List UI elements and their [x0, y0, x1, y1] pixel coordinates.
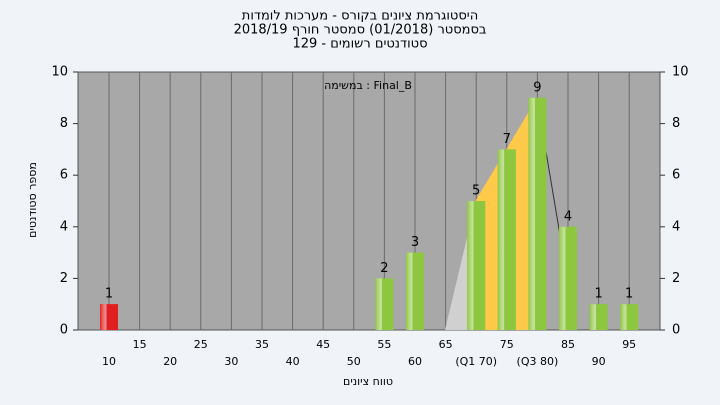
x-tick-label: 45	[316, 338, 330, 351]
value-label: 3	[411, 235, 419, 250]
x-tick-label: 55	[377, 338, 391, 351]
y2-tick-label: 0	[672, 323, 680, 338]
bar	[528, 97, 547, 330]
y2-tick-label: 4	[672, 219, 680, 234]
x-tick-label: 10	[102, 355, 116, 368]
x-tick-label: (Q1 70)	[455, 355, 497, 368]
chart-subtitle: בסמסטר (01/2018) סמסטר חורף 2018/19	[234, 23, 487, 38]
y-axis-label: מספר סטודנטים	[26, 162, 39, 238]
bar	[375, 278, 394, 330]
bar	[467, 201, 486, 330]
x-tick-label: 95	[622, 338, 636, 351]
y-tick-label: 6	[60, 168, 68, 183]
bar	[589, 304, 608, 330]
value-label: 1	[625, 287, 633, 302]
bar	[100, 304, 118, 330]
annotation: במשימה : Final_B	[324, 79, 412, 92]
bar	[559, 226, 577, 330]
chart-subtitle: סטודנטים רשומים - 129	[292, 37, 427, 52]
x-tick-label: 15	[133, 338, 147, 351]
y2-tick-label: 8	[672, 116, 680, 131]
x-tick-label: 90	[592, 355, 606, 368]
y-tick-label: 8	[60, 116, 68, 131]
x-tick-label: 60	[408, 355, 422, 368]
x-tick-label: 35	[255, 338, 269, 351]
x-axis-label: טווח ציונים	[343, 375, 393, 388]
x-tick-label: 75	[500, 338, 514, 351]
value-label: 4	[564, 209, 572, 224]
value-label: 5	[472, 184, 480, 199]
y-tick-label: 4	[60, 219, 68, 234]
value-label: 1	[105, 287, 113, 302]
chart-title: היסטוגרמת ציונים בקורס - מערכות לומדות	[242, 9, 478, 24]
value-label: 7	[503, 132, 511, 147]
x-tick-label: 65	[439, 338, 453, 351]
value-label: 9	[533, 80, 541, 95]
y2-tick-label: 10	[672, 65, 689, 80]
x-tick-label: 40	[286, 355, 300, 368]
x-tick-label: 20	[163, 355, 177, 368]
y-tick-label: 10	[51, 65, 68, 80]
y2-tick-label: 2	[672, 271, 680, 286]
x-tick-label: (Q3 80)	[517, 355, 559, 368]
y2-tick-label: 6	[672, 168, 680, 183]
x-tick-label: 50	[347, 355, 361, 368]
bar	[406, 252, 424, 330]
bar	[620, 304, 639, 330]
x-tick-label: 85	[561, 338, 575, 351]
value-label: 1	[594, 287, 602, 302]
x-tick-label: 25	[194, 338, 208, 351]
y-tick-label: 0	[60, 323, 68, 338]
y-tick-label: 2	[60, 271, 68, 286]
bar	[497, 149, 516, 330]
value-label: 2	[380, 261, 388, 276]
x-tick-label: 30	[224, 355, 238, 368]
